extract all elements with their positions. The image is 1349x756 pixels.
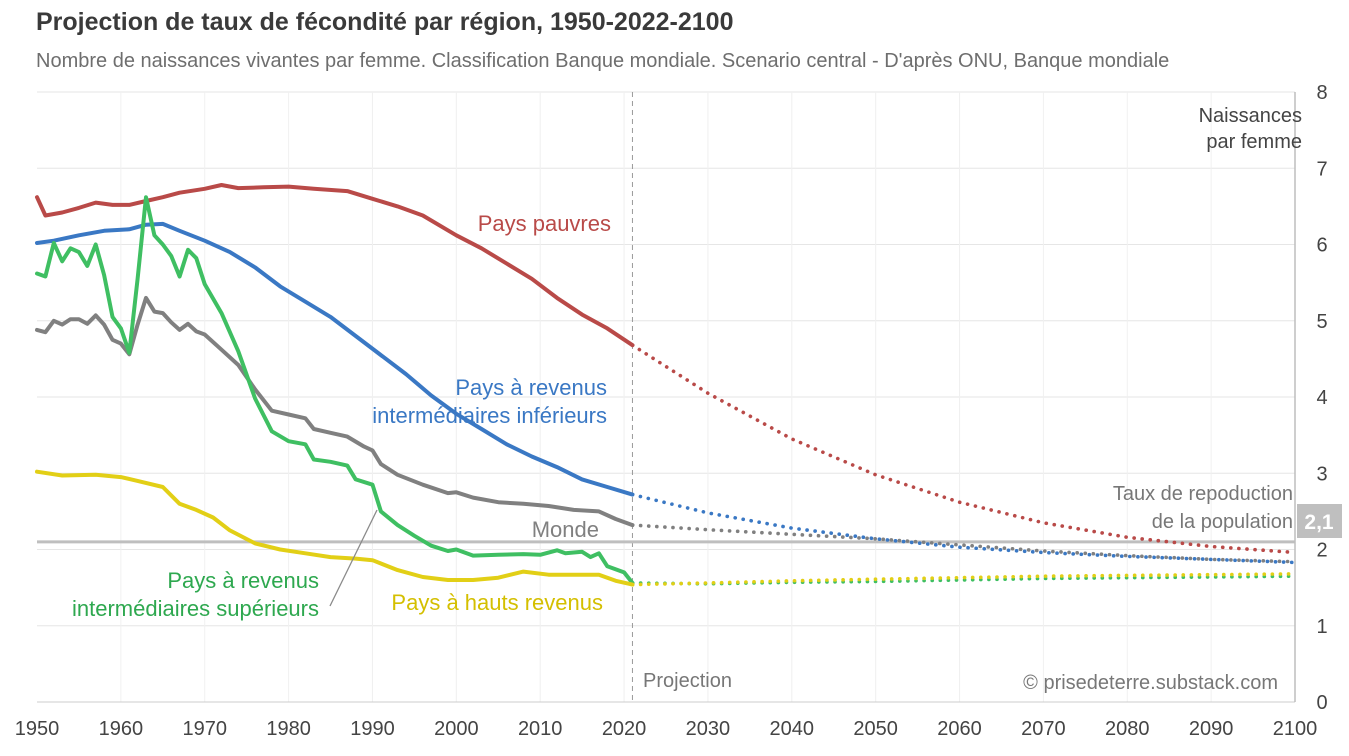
y-tick-7: 7	[1316, 158, 1327, 180]
x-tick-2040: 2040	[770, 718, 815, 740]
y-axis-title-line-1: Naissances	[1199, 105, 1302, 127]
x-tick-1960: 1960	[99, 718, 144, 740]
x-tick-1990: 1990	[350, 718, 395, 740]
series-label-pays-pauvres: Pays pauvres	[478, 211, 611, 236]
series-line-pays-a-revenus-intermediaires-inferieurs	[35, 221, 635, 497]
x-tick-1980: 1980	[266, 718, 311, 740]
series-line-monde	[35, 295, 635, 528]
y-tick-3: 3	[1316, 463, 1327, 485]
x-tick-2100: 2100	[1273, 718, 1318, 740]
x-tick-1970: 1970	[182, 718, 227, 740]
x-tick-2050: 2050	[853, 718, 898, 740]
y-tick-6: 6	[1316, 235, 1327, 257]
series-line-pays-a-hauts-revenus	[35, 469, 635, 587]
x-tick-2000: 2000	[434, 718, 479, 740]
series-label-rev-sup-line-1: Pays à revenus	[167, 568, 319, 593]
series-line-pays-a-revenus-intermediaires-superieurs	[35, 195, 635, 585]
x-tick-2090: 2090	[1189, 718, 1234, 740]
series-label-hauts-revenus: Pays à hauts revenus	[391, 590, 603, 615]
y-axis-ticks: 0 1 2 3 4 5 6 7 8	[1316, 82, 1327, 714]
series-label-rev-sup-line-2: intermédiaires supérieurs	[72, 596, 319, 621]
x-tick-2030: 2030	[686, 718, 731, 740]
replacement-value-badge	[1297, 504, 1342, 538]
replacement-label-line-1: Taux de repoduction	[1113, 483, 1293, 505]
x-tick-1950: 1950	[15, 718, 60, 740]
connector-line	[329, 509, 378, 607]
credit-label: © prisedeterre.substack.com	[1023, 672, 1278, 694]
series-label-rev-inf-line-1: Pays à revenus	[455, 375, 607, 400]
series-line-pays-pauvres	[35, 183, 635, 348]
x-tick-2070: 2070	[1021, 718, 1066, 740]
series-projection-monde	[630, 523, 1297, 564]
y-axis-title-line-2: par femme	[1206, 131, 1302, 153]
x-tick-2020: 2020	[602, 718, 647, 740]
series-projection-pays-a-hauts-revenus	[630, 572, 1297, 587]
series-label-monde: Monde	[532, 517, 599, 542]
y-tick-5: 5	[1316, 311, 1327, 333]
gridlines	[37, 91, 1295, 703]
x-axis-ticks: 1950 1960 1970 1980 1990 2000 2010 2020 2030 2040…	[15, 718, 1318, 740]
y-tick-2: 2	[1316, 540, 1327, 562]
y-tick-1: 1	[1316, 616, 1327, 638]
y-tick-4: 4	[1316, 387, 1327, 409]
chart-title: Projection de taux de fécondité par régi…	[36, 8, 734, 36]
x-tick-2060: 2060	[937, 718, 982, 740]
chart-subtitle: Nombre de naissances vivantes par femme.…	[36, 50, 1170, 72]
replacement-value-label: 2,1	[1304, 511, 1334, 534]
series-layer	[35, 183, 1297, 587]
series-projection-pays-pauvres	[630, 343, 1297, 555]
x-tick-2010: 2010	[518, 718, 563, 740]
series-label-rev-inf-line-2: intermédiaires inférieurs	[372, 403, 607, 428]
series-projection-pays-a-revenus-intermediaires-inferieurs	[630, 492, 1297, 565]
series-projection-pays-a-revenus-intermediaires-superieurs	[630, 574, 1297, 586]
y-tick-8: 8	[1316, 82, 1327, 104]
x-tick-2080: 2080	[1105, 718, 1150, 740]
projection-label: Projection	[643, 670, 732, 692]
y-tick-0: 0	[1316, 692, 1327, 714]
replacement-label-line-2: de la population	[1152, 511, 1293, 533]
